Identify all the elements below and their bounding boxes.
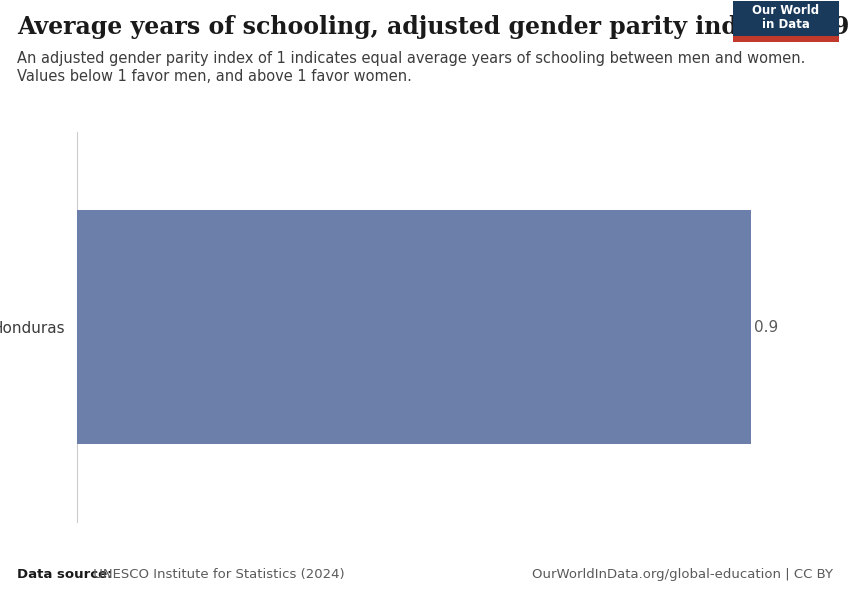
- Text: 0.9: 0.9: [754, 319, 778, 335]
- Text: Average years of schooling, adjusted gender parity index, 2019: Average years of schooling, adjusted gen…: [17, 15, 849, 39]
- Bar: [76, 210, 751, 444]
- Text: Data source:: Data source:: [17, 568, 112, 581]
- Text: in Data: in Data: [762, 18, 810, 31]
- Text: OurWorldInData.org/global-education | CC BY: OurWorldInData.org/global-education | CC…: [532, 568, 833, 581]
- Text: An adjusted gender parity index of 1 indicates equal average years of schooling : An adjusted gender parity index of 1 ind…: [17, 51, 805, 66]
- Text: Values below 1 favor men, and above 1 favor women.: Values below 1 favor men, and above 1 fa…: [17, 69, 412, 84]
- Text: UNESCO Institute for Statistics (2024): UNESCO Institute for Statistics (2024): [89, 568, 345, 581]
- Text: Our World: Our World: [752, 4, 819, 17]
